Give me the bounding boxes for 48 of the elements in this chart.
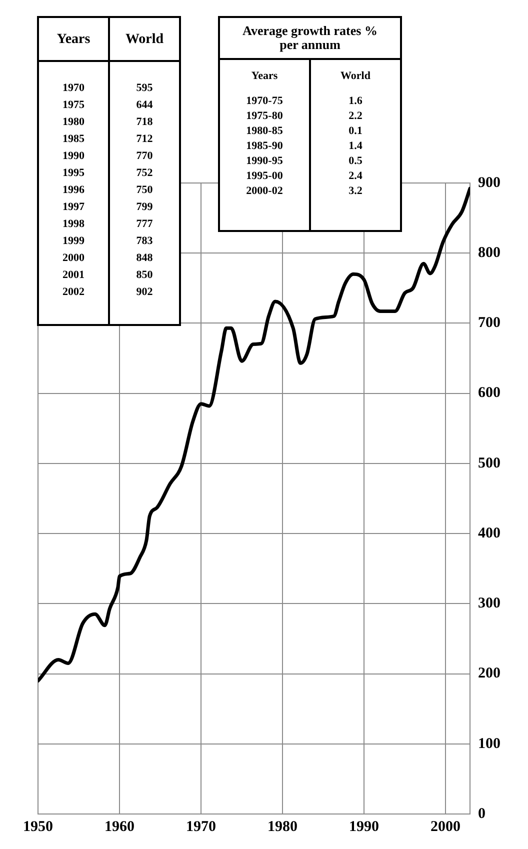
x-tick-label: 2000 xyxy=(430,818,461,835)
y-tick-label: 300 xyxy=(478,596,500,612)
annotation: 1998 xyxy=(62,217,86,232)
annotation: 3.2 xyxy=(348,184,364,199)
text: 718 xyxy=(136,116,153,128)
line-series xyxy=(38,186,470,683)
x-tick-label: 1970 xyxy=(186,818,216,835)
y-tick-label: 400 xyxy=(478,525,500,542)
annotation: 799 xyxy=(135,200,154,215)
x-tick-label: 1990 xyxy=(349,818,380,835)
text: 644 xyxy=(136,99,153,111)
annotation: 902 xyxy=(135,285,154,300)
text: 1970 xyxy=(62,82,84,94)
y-tick-label: 100 xyxy=(478,736,500,752)
x-tick-label: 1950 xyxy=(23,818,53,835)
y-tick-label: 700 xyxy=(478,315,500,332)
annotation: 850 xyxy=(135,268,154,283)
text: 1995 xyxy=(62,167,84,179)
annotation: 2001 xyxy=(62,268,86,283)
y-tick-label: 0 xyxy=(478,806,486,822)
y-tick-label: 500 xyxy=(478,455,500,472)
text: 1985 xyxy=(62,133,84,145)
text: 712 xyxy=(136,133,153,145)
text: 1990 xyxy=(62,150,84,162)
text: 752 xyxy=(136,167,153,179)
annotation: 848 xyxy=(135,251,154,266)
annotation: 2000-02 xyxy=(245,184,284,199)
annotation: 777 xyxy=(135,217,154,232)
y-tick-label: 900 xyxy=(478,174,500,191)
text: 595 xyxy=(136,82,153,94)
annotation: 2000 xyxy=(62,251,86,266)
text: 1975 xyxy=(62,99,84,111)
y-tick-label: 600 xyxy=(478,385,500,402)
annotation: 783 xyxy=(135,234,154,249)
x-tick-label: 1980 xyxy=(268,818,298,835)
text: Years xyxy=(56,32,90,47)
annotation: 1996 xyxy=(62,183,86,198)
text: 1980 xyxy=(62,116,84,128)
annotation: 1999 xyxy=(62,234,86,249)
y-tick-label: 800 xyxy=(478,244,500,261)
annotation: 2002 xyxy=(62,285,86,300)
x-tick-label: 1960 xyxy=(104,818,135,835)
text: 770 xyxy=(136,150,153,162)
text: World xyxy=(125,32,164,47)
y-tick-label: 200 xyxy=(478,666,500,682)
table-frame: Average growth rates % per annum Years 1970-75 1975-80 1980-85 1985-90 1990-95 1995-00 2000-02 World 1.6 2.2 0.1 1.4 0.5 2.4 3.2 xyxy=(218,16,402,232)
annotation: 1997 xyxy=(62,200,86,215)
annotation: 750 xyxy=(135,183,154,198)
